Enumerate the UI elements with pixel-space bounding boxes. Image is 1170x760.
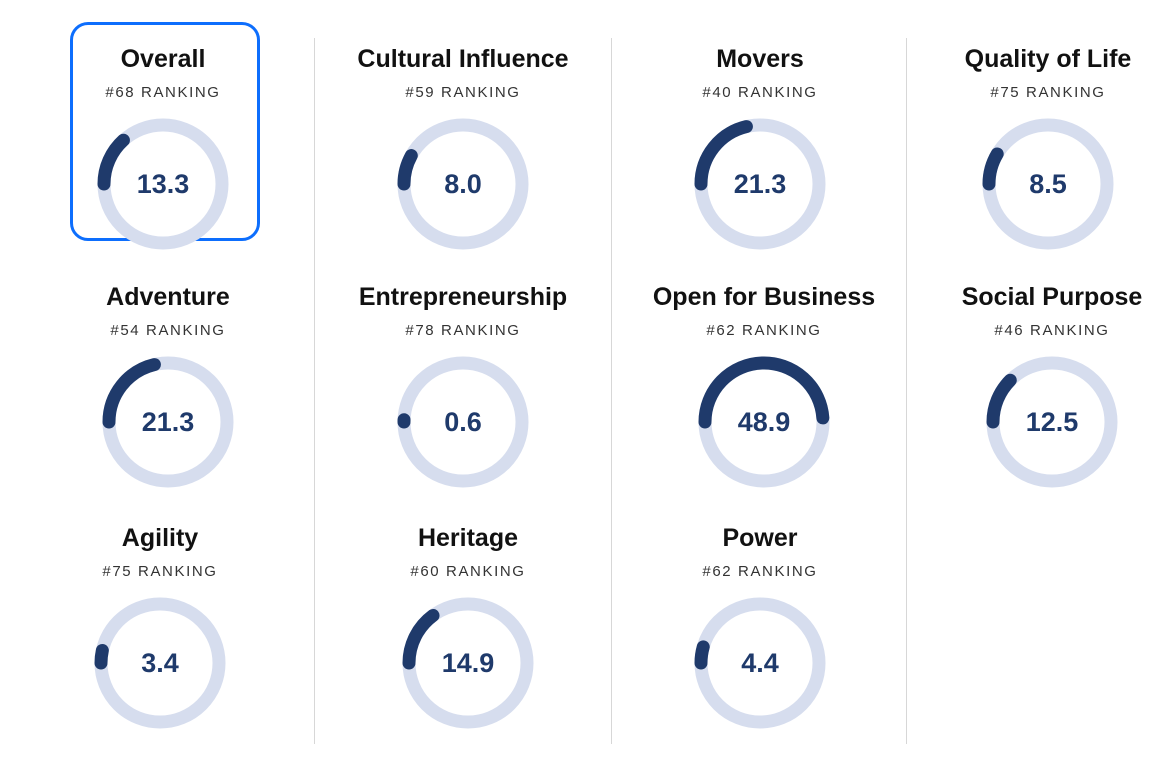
card-title: Overall [120, 45, 206, 73]
card-title: Heritage [417, 524, 519, 552]
score-value: 13.3 [136, 169, 190, 199]
card-ranking: #40 RANKING [702, 84, 818, 101]
score-gauge [397, 118, 529, 250]
card-ranking: #46 RANKING [994, 322, 1110, 339]
score-gauge [698, 356, 830, 488]
gauge-arc [982, 147, 1004, 191]
score-card-heritage[interactable]: Heritage #60 RANKING 14.9 [318, 523, 618, 753]
score-card-cultural-influence[interactable]: Cultural Influence #59 RANKING 8.0 [313, 44, 613, 274]
score-value: 0.6 [444, 407, 482, 437]
score-gauge [102, 356, 234, 488]
card-title: Power [722, 524, 798, 552]
score-gauge [94, 597, 226, 729]
score-value: 4.4 [741, 648, 779, 678]
score-card-agility[interactable]: Agility #75 RANKING 3.4 [10, 523, 310, 753]
card-title: Open for Business [652, 283, 876, 311]
score-card-overall[interactable]: Overall #68 RANKING 13.3 [13, 22, 313, 274]
score-gauge [397, 356, 529, 488]
card-title: Entrepreneurship [358, 283, 568, 311]
card-title: Cultural Influence [357, 45, 569, 73]
score-gauge [986, 356, 1118, 488]
score-card-entrepreneurship[interactable]: Entrepreneurship #78 RANKING 0.6 [313, 282, 613, 512]
gauge-arc [97, 133, 130, 191]
gauge-arc [94, 643, 109, 670]
card-title: Adventure [106, 283, 230, 311]
card-ranking: #75 RANKING [102, 563, 218, 580]
card-title: Movers [716, 45, 804, 73]
score-gauge [402, 597, 534, 729]
gauge-arc [402, 608, 440, 670]
card-ranking: #59 RANKING [405, 84, 521, 101]
score-value: 21.3 [733, 169, 787, 199]
gauge-arc [986, 373, 1017, 429]
score-card-adventure[interactable]: Adventure #54 RANKING 21.3 [18, 282, 318, 512]
score-gauge [694, 597, 826, 729]
score-gauge [982, 118, 1114, 250]
column-divider [314, 38, 315, 744]
card-title: Agility [121, 524, 199, 552]
score-value: 12.5 [1025, 407, 1079, 437]
card-ranking: #62 RANKING [706, 322, 822, 339]
score-card-social-purpose[interactable]: Social Purpose #46 RANKING 12.5 [902, 282, 1170, 512]
card-ranking: #60 RANKING [410, 563, 526, 580]
card-title: Social Purpose [961, 283, 1143, 311]
card-ranking: #78 RANKING [405, 322, 521, 339]
score-card-open-for-business[interactable]: Open for Business #62 RANKING 48.9 [614, 282, 914, 512]
card-title: Quality of Life [964, 45, 1132, 73]
score-card-quality-of-life[interactable]: Quality of Life #75 RANKING 8.5 [898, 44, 1170, 274]
card-ranking: #62 RANKING [702, 563, 818, 580]
gauge-arc [694, 640, 710, 670]
column-divider [611, 38, 612, 744]
score-card-movers[interactable]: Movers #40 RANKING 21.3 [610, 44, 910, 274]
gauge-arc [694, 120, 753, 191]
score-card-power[interactable]: Power #62 RANKING 4.4 [610, 523, 910, 753]
score-value: 21.3 [141, 407, 195, 437]
card-ranking: #54 RANKING [110, 322, 226, 339]
card-ranking: #68 RANKING [105, 84, 221, 101]
gauge-arc [698, 356, 830, 429]
score-value: 8.0 [444, 169, 482, 199]
gauge-arc [397, 149, 418, 191]
gauge-arc [102, 358, 161, 429]
score-gauge [97, 118, 229, 250]
score-value: 8.5 [1029, 169, 1067, 199]
score-value: 14.9 [441, 648, 495, 678]
score-value: 3.4 [141, 648, 179, 678]
card-ranking: #75 RANKING [990, 84, 1106, 101]
score-gauge [694, 118, 826, 250]
score-value: 48.9 [737, 407, 791, 437]
column-divider [906, 38, 907, 744]
